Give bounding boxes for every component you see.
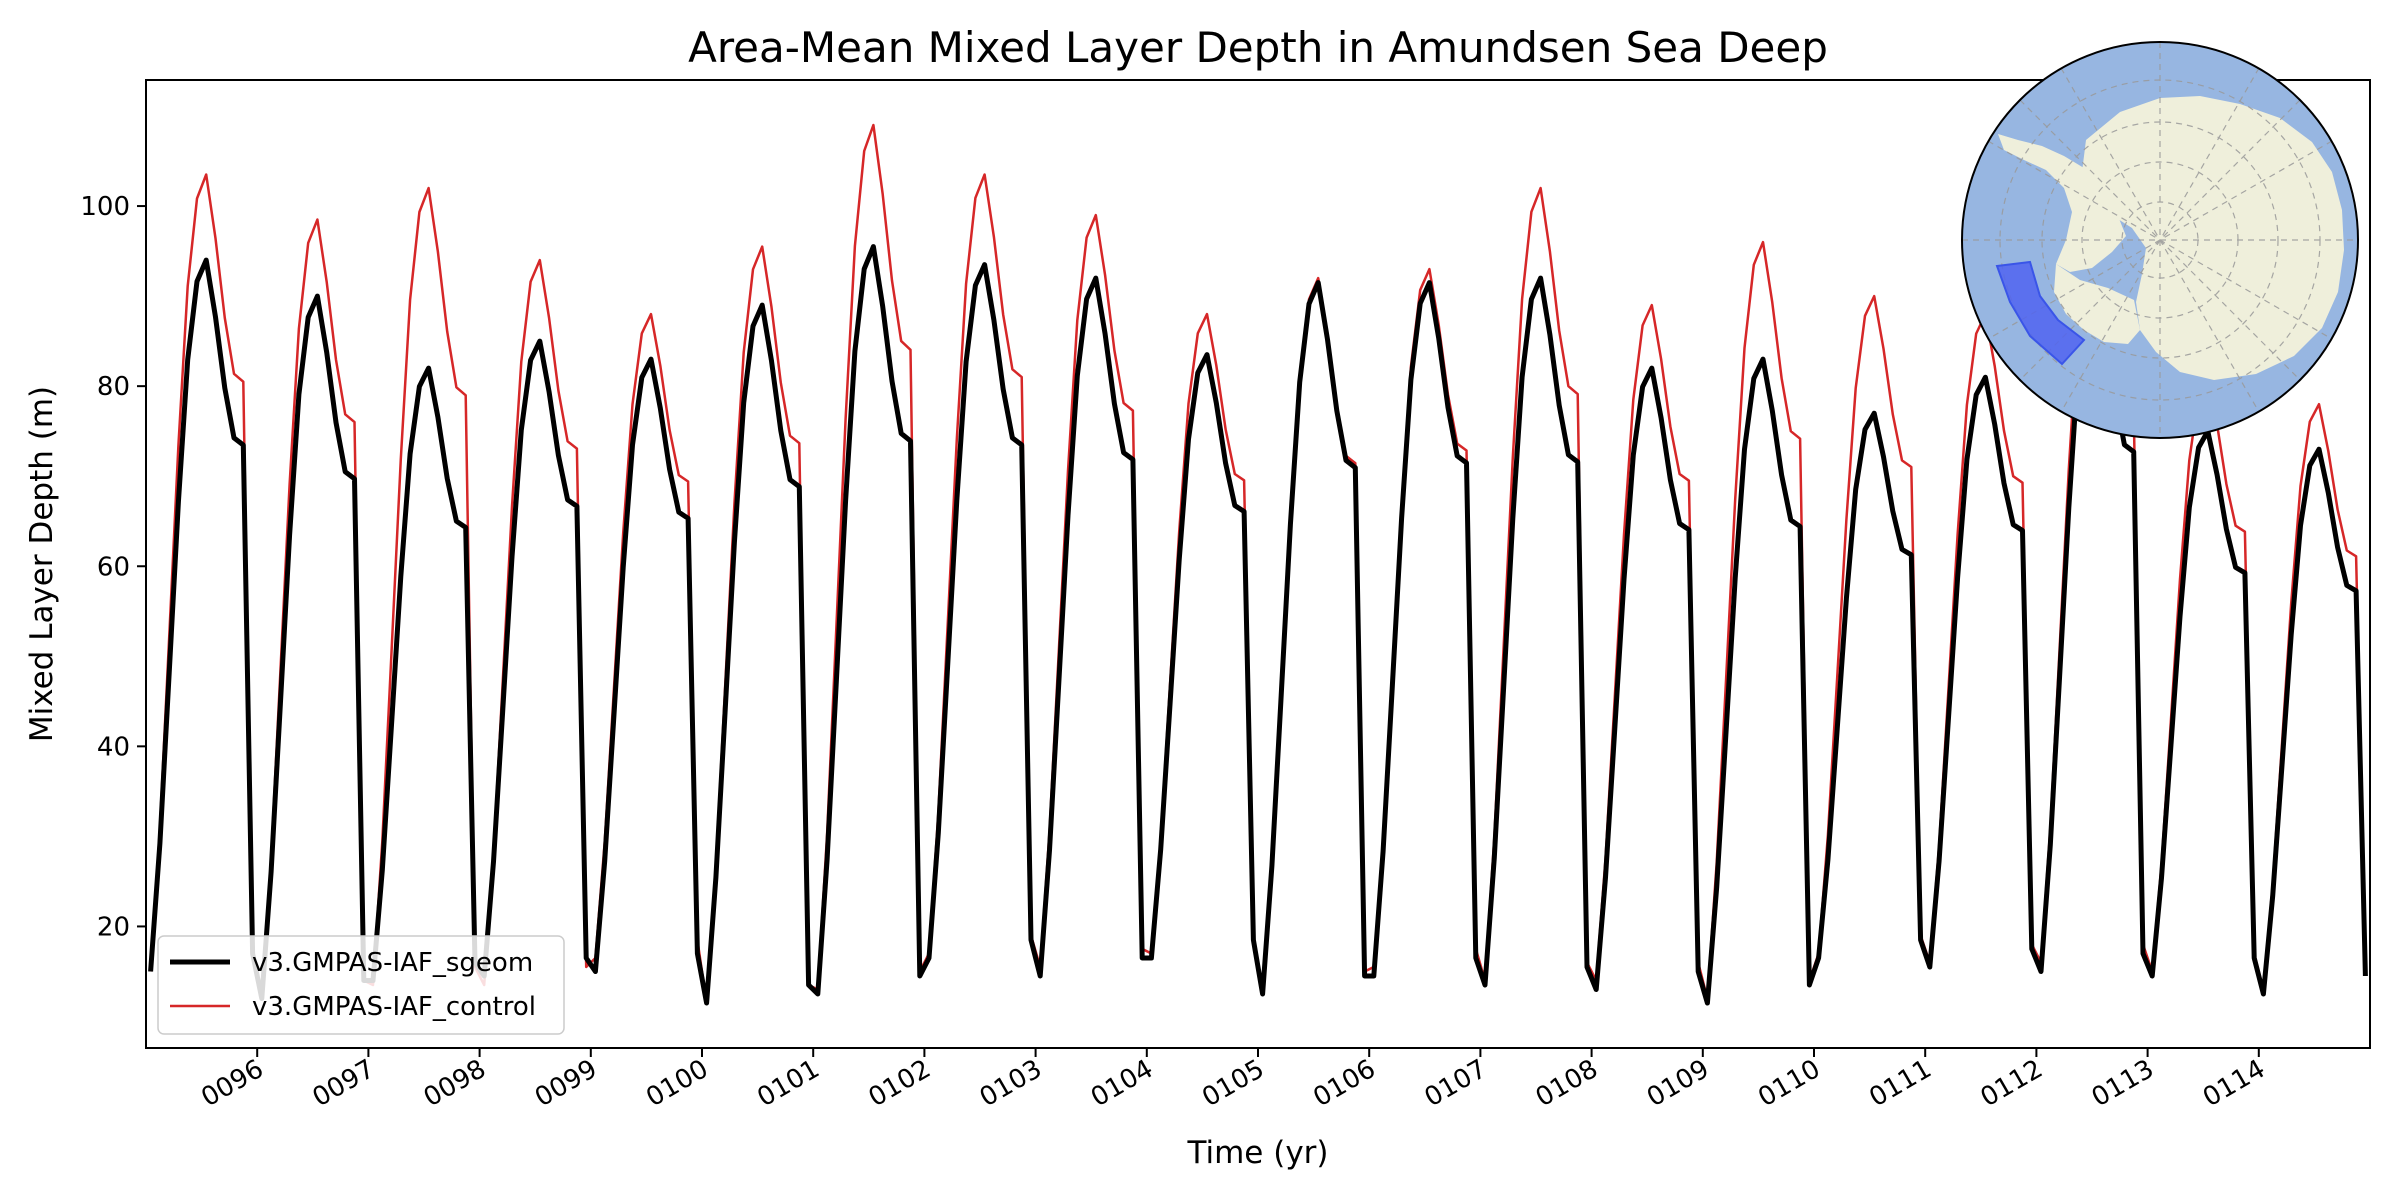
x-tick-label: 0107 xyxy=(1420,1054,1492,1113)
x-axis-label: Time (yr) xyxy=(1187,1135,1329,1171)
amundsen-sea-deep-region xyxy=(1995,260,2086,366)
y-tick-label: 60 xyxy=(97,552,130,582)
antarctic-peninsula xyxy=(1998,134,2126,272)
y-tick-label: 100 xyxy=(80,192,130,222)
x-tick-label: 0112 xyxy=(1976,1054,2048,1113)
x-tick-label: 0106 xyxy=(1308,1054,1380,1113)
west-antarctica xyxy=(2054,264,2140,344)
series-line-sgeom xyxy=(148,244,2368,1006)
x-tick-label: 0111 xyxy=(1864,1054,1936,1113)
inset-map xyxy=(1961,41,2359,439)
legend-label-sgeom: v3.GMPAS-IAF_sgeom xyxy=(252,948,533,978)
series-layer xyxy=(148,123,2368,1006)
x-tick-label: 0096 xyxy=(196,1054,268,1113)
y-axis-ticks: 20 40 60 80 100 xyxy=(80,192,146,942)
x-tick-label: 0105 xyxy=(1197,1054,1269,1113)
chart-title: Area-Mean Mixed Layer Depth in Amundsen … xyxy=(688,23,1828,72)
legend: v3.GMPAS-IAF_sgeom v3.GMPAS-IAF_control xyxy=(157,935,565,1035)
x-tick-label: 0110 xyxy=(1753,1054,1825,1113)
x-tick-label: 0098 xyxy=(419,1054,491,1113)
x-tick-label: 0108 xyxy=(1531,1054,1603,1113)
plot-frame xyxy=(145,79,2371,1049)
x-tick-label: 0101 xyxy=(752,1054,824,1113)
y-tick-label: 40 xyxy=(97,732,130,762)
x-tick-label: 0104 xyxy=(1086,1054,1158,1113)
x-axis-ticks: 0096 0097 0098 0099 0100 0101 0102 0103 0104 0105… xyxy=(196,1048,2270,1113)
x-tick-label: 0100 xyxy=(641,1054,713,1113)
x-tick-label: 0113 xyxy=(2087,1054,2159,1113)
x-tick-label: 0109 xyxy=(1642,1054,1714,1113)
globe-outline xyxy=(1961,41,2359,439)
x-tick-label: 0097 xyxy=(308,1054,380,1113)
east-antarctica xyxy=(2082,96,2344,380)
legend-box xyxy=(157,935,565,1035)
y-axis-label: Mixed Layer Depth (m) xyxy=(24,386,60,742)
y-tick-label: 80 xyxy=(97,372,130,402)
x-tick-label: 0114 xyxy=(2198,1054,2270,1113)
x-tick-label: 0102 xyxy=(864,1054,936,1113)
legend-label-control: v3.GMPAS-IAF_control xyxy=(252,992,536,1022)
y-tick-label: 20 xyxy=(97,912,130,942)
x-tick-label: 0103 xyxy=(975,1054,1047,1113)
antarctica-landmass xyxy=(1962,42,2358,438)
x-tick-label: 0099 xyxy=(530,1054,602,1113)
